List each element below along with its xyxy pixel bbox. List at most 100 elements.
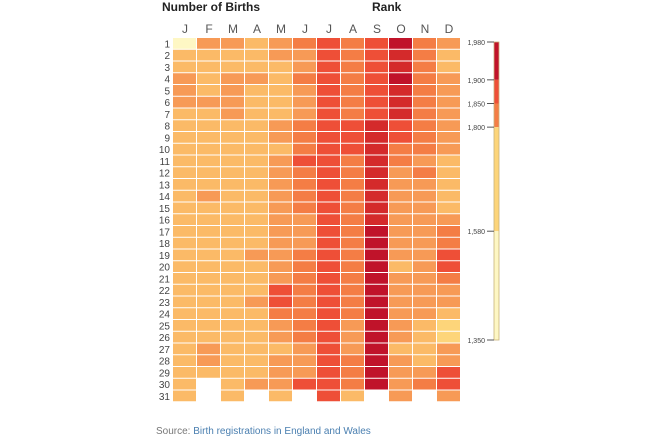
heatmap-cell [269, 108, 292, 120]
heatmap-cell [245, 214, 268, 225]
heatmap-cell [365, 108, 388, 120]
heatmap-cell [341, 320, 364, 331]
heatmap-cell [173, 120, 196, 131]
heatmap-cell [389, 355, 412, 366]
heatmap-cell [197, 120, 220, 131]
heatmap-cell [413, 202, 436, 214]
heatmap-cell [221, 132, 244, 143]
heatmap-cell [197, 167, 220, 178]
heatmap-cell [197, 190, 220, 202]
heatmap-cell [389, 85, 412, 96]
heatmap-cell [317, 249, 340, 261]
month-label: A [253, 22, 261, 36]
source-note: Source: Birth registrations in England a… [156, 426, 371, 437]
month-label: A [349, 22, 357, 36]
heatmap-cell [437, 343, 460, 355]
heatmap-cell [197, 343, 220, 355]
legend-tick-label: 1,350 [467, 338, 485, 345]
heatmap-cell [221, 38, 244, 49]
heatmap-cell [341, 237, 364, 249]
heatmap-cell [293, 38, 316, 49]
heatmap-cell [197, 38, 220, 49]
day-label: 12 [159, 169, 171, 180]
heatmap-cell [173, 190, 196, 202]
heatmap-cell [173, 85, 196, 96]
heatmap-cell [317, 343, 340, 355]
heatmap-cell [413, 49, 436, 61]
heatmap-cell [341, 355, 364, 366]
heatmap-cell [245, 355, 268, 366]
heatmap-cell [221, 320, 244, 331]
heatmap-cell [245, 73, 268, 84]
heatmap-cell [293, 132, 316, 143]
month-label: M [228, 22, 238, 36]
heatmap-cell [269, 226, 292, 237]
heatmap-cell [269, 343, 292, 355]
heatmap-cell [197, 320, 220, 331]
heatmap-cell [173, 61, 196, 73]
heatmap-cell [341, 390, 364, 402]
heatmap-cell [389, 132, 412, 143]
day-label: 8 [164, 122, 170, 133]
heatmap-cell [197, 261, 220, 272]
heatmap-cell [221, 214, 244, 225]
heatmap-cell [341, 38, 364, 49]
heatmap-cell [245, 38, 268, 49]
heatmap-cell [413, 284, 436, 296]
heatmap-cell [341, 179, 364, 190]
heatmap-cell [197, 331, 220, 343]
heatmap-cell [365, 190, 388, 202]
heatmap-cell [365, 155, 388, 167]
heatmap-cell [197, 61, 220, 73]
heatmap-cell [269, 320, 292, 331]
heatmap-cell [437, 226, 460, 237]
heatmap-cell [413, 108, 436, 120]
heatmap-cell [269, 355, 292, 366]
heatmap-cell [245, 85, 268, 96]
heatmap-cell [197, 85, 220, 96]
month-label: J [302, 22, 308, 36]
heatmap-cell [365, 214, 388, 225]
heatmap-cell [293, 237, 316, 249]
day-label: 31 [159, 392, 171, 403]
legend-segment [494, 127, 499, 232]
heatmap-cell [413, 61, 436, 73]
heatmap-cell [269, 143, 292, 155]
heatmap-cell [317, 378, 340, 390]
heatmap-cell [365, 273, 388, 284]
heatmap-cell [365, 320, 388, 331]
heatmap-cell [197, 143, 220, 155]
heatmap-cell [437, 249, 460, 261]
heatmap-cell [197, 296, 220, 308]
day-label: 21 [159, 274, 171, 285]
heatmap-cell [413, 355, 436, 366]
heatmap-cell [389, 308, 412, 319]
heatmap-cell [173, 167, 196, 178]
day-label: 5 [164, 86, 170, 97]
heatmap-cell [293, 155, 316, 167]
heatmap-cell [269, 179, 292, 190]
heatmap-cell [317, 167, 340, 178]
heatmap-cell [197, 132, 220, 143]
heatmap-cell [365, 85, 388, 96]
heatmap-cell [245, 202, 268, 214]
heatmap-cell [173, 96, 196, 108]
heatmap-cell [437, 261, 460, 272]
heatmap-cell [413, 214, 436, 225]
legend-segment [494, 103, 499, 128]
heatmap-cell [173, 249, 196, 261]
day-label: 15 [159, 204, 171, 215]
heatmap-cell [365, 132, 388, 143]
heatmap-cell [437, 190, 460, 202]
source-link[interactable]: Birth registrations in England and Wales [193, 426, 371, 437]
heatmap-cell [437, 85, 460, 96]
heatmap-cell [365, 355, 388, 366]
heatmap-cell [317, 214, 340, 225]
heatmap-cell [341, 61, 364, 73]
heatmap-cell [341, 296, 364, 308]
heatmap-cell [293, 108, 316, 120]
heatmap-cell [389, 167, 412, 178]
heatmap-cell [173, 343, 196, 355]
day-label: 27 [159, 345, 171, 356]
heatmap-cell [437, 143, 460, 155]
